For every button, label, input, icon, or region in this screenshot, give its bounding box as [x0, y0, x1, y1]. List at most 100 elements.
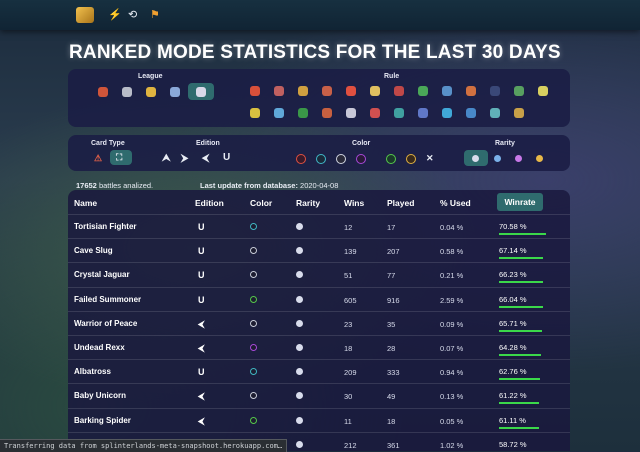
edition-reward-icon[interactable]: ⮜ [202, 153, 209, 164]
rule-icon-14[interactable] [250, 108, 260, 118]
refresh-icon[interactable]: ⟲ [128, 9, 137, 21]
league-novice-icon[interactable] [98, 87, 108, 97]
rule-icon-10[interactable] [466, 86, 476, 96]
rule-icon-23[interactable] [466, 108, 476, 118]
card-name[interactable]: Tortisian Fighter [74, 222, 137, 231]
summoner-type-icon[interactable]: ⛶ [116, 152, 122, 163]
header-edition[interactable]: Edition [195, 198, 224, 208]
card-name[interactable]: Crystal Jaguar [74, 270, 130, 279]
card-name[interactable]: Cave Slug [74, 246, 113, 255]
rule-icon-21[interactable] [418, 108, 428, 118]
league-diamond-icon[interactable] [170, 87, 180, 97]
used-value: 2.59 % [440, 296, 463, 305]
rule-icon-22[interactable] [442, 108, 452, 118]
rule-icon-17[interactable] [322, 108, 332, 118]
played-value: 35 [387, 320, 395, 329]
used-value: 0.09 % [440, 320, 463, 329]
card-name[interactable]: Baby Unicorn [74, 391, 126, 400]
league-bronze-icon[interactable] [122, 87, 132, 97]
rule-icon-4[interactable] [322, 86, 332, 96]
rule-icon-25[interactable] [514, 108, 524, 118]
color-dot-icon [250, 320, 257, 327]
rule-icon-18[interactable] [346, 108, 356, 118]
card-name[interactable]: Albatross [74, 367, 111, 376]
edition-icon: ⮜ [198, 319, 204, 329]
rule-icon-2[interactable] [274, 86, 284, 96]
edition-icon: U [198, 367, 205, 377]
edition-beta-icon[interactable]: ⮞ [181, 153, 188, 164]
rarity-rare-icon[interactable] [494, 155, 501, 162]
header-rarity[interactable]: Rarity [296, 198, 320, 208]
color-blue-icon[interactable] [316, 154, 326, 164]
color-red-icon[interactable] [296, 154, 306, 164]
energy-icon[interactable]: ⚡ [108, 9, 122, 21]
rule-icon-8[interactable] [418, 86, 428, 96]
header-winrate[interactable]: Winrate [497, 193, 543, 211]
used-value: 0.05 % [440, 417, 463, 426]
rule-icon-11[interactable] [490, 86, 500, 96]
card-name[interactable]: Undead Rexx [74, 343, 125, 352]
played-value: 18 [387, 417, 395, 426]
color-gold-icon[interactable] [406, 154, 416, 164]
rule-icon-12[interactable] [514, 86, 524, 96]
color-neutral-icon[interactable]: ✕ [426, 153, 434, 164]
edition-alpha-icon[interactable]: ⮝ [162, 153, 171, 164]
header-wins[interactable]: Wins [344, 198, 364, 208]
rarity-legendary-icon[interactable] [536, 155, 543, 162]
rarity-common-icon[interactable] [472, 155, 479, 162]
rarity-dot-icon [296, 392, 303, 399]
used-value: 0.04 % [440, 223, 463, 232]
header-played[interactable]: Played [387, 198, 414, 208]
color-white-icon[interactable] [336, 154, 346, 164]
color-earth-icon[interactable] [386, 154, 396, 164]
winrate-value: 61.22 % [499, 391, 527, 400]
rule-icon-7[interactable] [394, 86, 404, 96]
monster-type-icon[interactable]: ⚠ [94, 153, 102, 164]
rule-icon-15[interactable] [274, 108, 284, 118]
wins-value: 18 [344, 344, 352, 353]
flag-icon[interactable]: ⚑ [150, 9, 160, 21]
update-date: 2020-04-08 [298, 181, 338, 190]
winrate-value: 66.04 % [499, 295, 527, 304]
league-champion-icon[interactable] [196, 87, 206, 97]
header-used[interactable]: % Used [440, 198, 471, 208]
color-death-icon[interactable] [356, 154, 366, 164]
header-name[interactable]: Name [74, 198, 97, 208]
league-gold-icon[interactable] [146, 87, 156, 97]
rule-icon-9[interactable] [442, 86, 452, 96]
rule-icon-13[interactable] [538, 86, 548, 96]
app-logo[interactable] [76, 7, 94, 23]
rule-icon-24[interactable] [490, 108, 500, 118]
winrate-value: 67.14 % [499, 246, 527, 255]
wins-value: 605 [344, 296, 357, 305]
rule-icon-20[interactable] [394, 108, 404, 118]
rule-icon-6[interactable] [370, 86, 380, 96]
rule-icon-1[interactable] [250, 86, 260, 96]
edition-untamed-icon[interactable]: U [223, 152, 230, 163]
edition-icon: ⮜ [198, 391, 204, 401]
browser-status-bar: Transferring data from splinterlands-met… [0, 439, 287, 452]
card-name[interactable]: Barking Spider [74, 416, 131, 425]
card-name[interactable]: Warrior of Peace [74, 319, 137, 328]
rule-icon-19[interactable] [370, 108, 380, 118]
wins-value: 11 [344, 417, 352, 426]
card-name[interactable]: Failed Summoner [74, 295, 141, 304]
rule-icon-16[interactable] [298, 108, 308, 118]
rarity-epic-icon[interactable] [515, 155, 522, 162]
winrate-value: 66.23 % [499, 270, 527, 279]
header-color[interactable]: Color [250, 198, 272, 208]
battles-count: 17652 [76, 181, 97, 190]
rule-icon-5[interactable] [346, 86, 356, 96]
page-title: RANKED MODE STATISTICS FOR THE LAST 30 D… [69, 42, 561, 64]
rule-icon-3[interactable] [298, 86, 308, 96]
played-value: 77 [387, 271, 395, 280]
